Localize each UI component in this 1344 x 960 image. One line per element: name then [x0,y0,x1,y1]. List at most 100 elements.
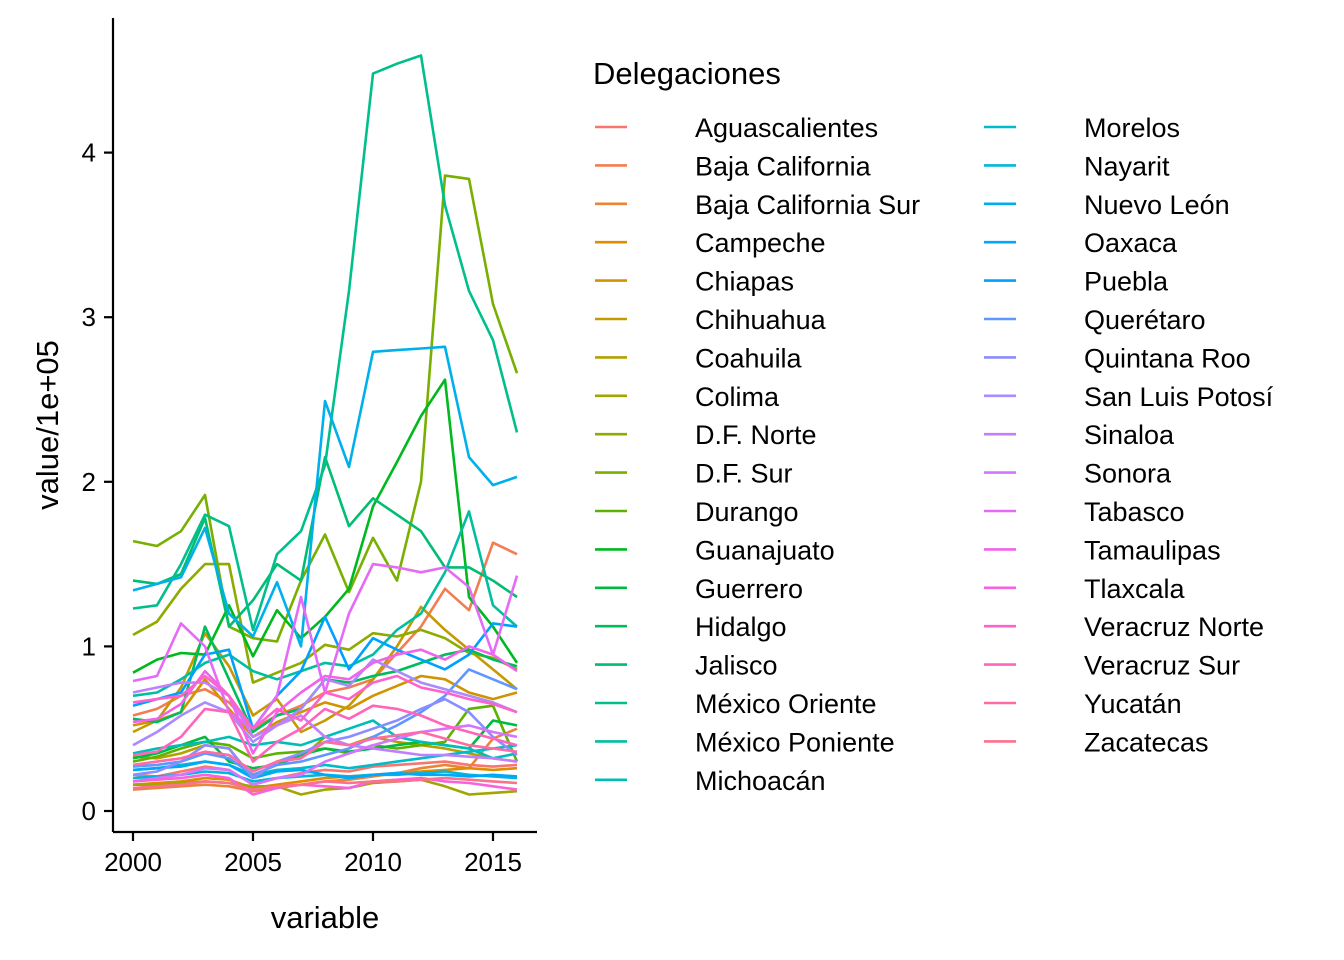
legend-label: Puebla [1084,267,1169,297]
x-tick-label: 2015 [464,847,522,877]
legend-item-zacatecas: Zacatecas [984,727,1209,757]
series-line-aguascalientes [132,760,518,787]
series-line-yucatan [132,730,518,773]
series-line-campeche [132,766,518,790]
legend-item-guanajuato: Guanajuato [595,535,835,565]
legend-item-sonora: Sonora [984,459,1172,489]
legend-label: Coahuila [695,343,803,373]
plot-area [132,54,519,796]
legend-item-hidalgo: Hidalgo [595,612,787,642]
legend-item-baja-california-sur: Baja California Sur [595,190,920,220]
legend-item-veracruz-sur: Veracruz Sur [984,651,1240,681]
legend-items: Aguascalientes Baja California Baja Califo… [595,113,1274,796]
legend-item-queretaro: Querétaro [984,305,1206,335]
legend-label: Baja California Sur [695,190,920,220]
series-line-d-f-norte [132,562,518,684]
legend-label: Sonora [1084,459,1172,489]
legend: Delegaciones Aguascalientes Baja Californ… [593,56,1274,796]
legend-item-jalisco: Jalisco [595,651,778,681]
y-tick-label: 4 [82,138,96,168]
legend-item-tabasco: Tabasco [984,497,1185,527]
legend-label: Nayarit [1084,151,1170,181]
x-axis-ticks: 2000 2005 2010 2015 [104,832,522,877]
series-line-queretaro [132,668,518,777]
legend-item-michoacan: Michoacán [595,766,826,796]
legend-label: México Poniente [695,727,895,757]
legend-label: Querétaro [1084,305,1206,335]
legend-item-aguascalientes: Aguascalientes [595,113,878,143]
legend-item-guerrero: Guerrero [595,574,803,604]
legend-item-durango: Durango [595,497,799,527]
legend-label: Colima [695,382,780,412]
series-line-san-luis-potosi [132,658,518,747]
y-axis-ticks: 0 1 2 3 4 [82,138,113,826]
legend-item-san-luis-potosi: San Luis Potosí [984,382,1274,412]
legend-item-colima: Colima [595,382,780,412]
y-axis-title: value/1e+05 [30,340,65,510]
legend-label: Campeche [695,228,826,258]
y-tick-label: 1 [82,631,96,661]
series-line-chihuahua [132,605,518,734]
series-line-mexico-oriente [132,54,519,632]
y-tick-label: 0 [82,796,96,826]
legend-label: Nuevo León [1084,190,1230,220]
series-line-oaxaca [132,760,518,780]
legend-label: Chiapas [695,267,794,297]
legend-label: D.F. Sur [695,459,793,489]
legend-label: Baja California [695,151,872,181]
legend-label: México Oriente [695,689,877,719]
legend-label: Tlaxcala [1084,574,1186,604]
legend-item-tamaulipas: Tamaulipas [984,535,1221,565]
legend-item-mexico-poniente: México Poniente [595,727,895,757]
legend-item-mexico-oriente: México Oriente [595,689,877,719]
legend-label: Guanajuato [695,535,835,565]
series-line-tlaxcala [132,773,518,796]
legend-item-tlaxcala: Tlaxcala [984,574,1186,604]
legend-item-baja-california: Baja California [595,151,872,181]
x-tick-label: 2000 [104,847,162,877]
series-line-d-f-sur [132,174,519,643]
x-axis-title: variable [271,900,380,935]
legend-label: Morelos [1084,113,1180,143]
series-line-puebla [132,615,518,731]
legend-label: Chihuahua [695,305,827,335]
legend-label: Veracruz Sur [1084,651,1240,681]
legend-item-chihuahua: Chihuahua [595,305,827,335]
series-line-guanajuato [132,378,519,674]
legend-label: Oaxaca [1084,228,1178,258]
y-tick-label: 2 [82,467,96,497]
series-line-veracruz-norte [132,674,518,731]
legend-label: Tabasco [1084,497,1185,527]
series-line-chiapas [132,674,518,739]
legend-title: Delegaciones [593,56,781,91]
legend-label: Jalisco [695,651,778,681]
legend-label: Sinaloa [1084,420,1175,450]
legend-label: Tamaulipas [1084,535,1221,565]
legend-item-nayarit: Nayarit [984,151,1170,181]
y-tick-label: 3 [82,302,96,332]
legend-label: Guerrero [695,574,803,604]
legend-label: Durango [695,497,799,527]
legend-label: Michoacán [695,766,826,796]
legend-item-puebla: Puebla [984,267,1169,297]
legend-item-nuevo-leon: Nuevo León [984,190,1230,220]
x-tick-label: 2005 [224,847,282,877]
legend-item-morelos: Morelos [984,113,1180,143]
legend-item-coahuila: Coahuila [595,343,803,373]
legend-label: Hidalgo [695,612,787,642]
legend-item-quintana-roo: Quintana Roo [984,343,1251,373]
legend-item-sinaloa: Sinaloa [984,420,1175,450]
legend-item-campeche: Campeche [595,228,826,258]
legend-item-d-f-sur: D.F. Sur [595,459,793,489]
legend-label: Quintana Roo [1084,343,1251,373]
legend-item-chiapas: Chiapas [595,267,794,297]
legend-label: D.F. Norte [695,420,817,450]
legend-label: Veracruz Norte [1084,612,1264,642]
legend-item-oaxaca: Oaxaca [984,228,1178,258]
legend-item-d-f-norte: D.F. Norte [595,420,817,450]
legend-label: Yucatán [1084,689,1182,719]
legend-item-yucatan: Yucatán [984,689,1182,719]
legend-label: San Luis Potosí [1084,382,1274,412]
legend-item-veracruz-norte: Veracruz Norte [984,612,1264,642]
